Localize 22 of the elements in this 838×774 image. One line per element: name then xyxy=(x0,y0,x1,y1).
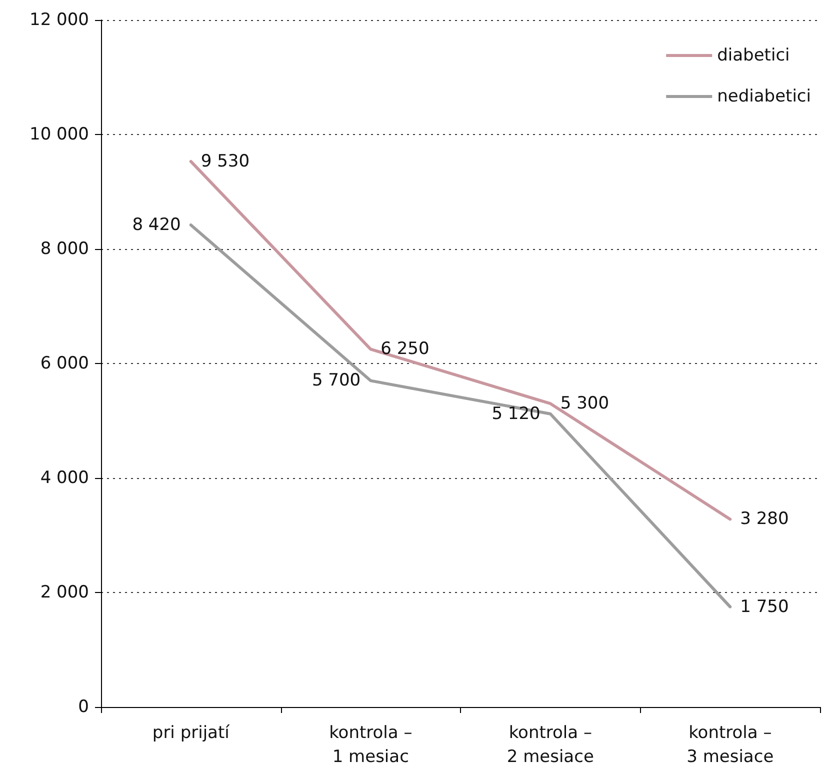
data-label: 3 280 xyxy=(740,509,789,530)
legend-label: diabetici xyxy=(717,46,790,66)
x-tick-label: kontrola – 1 mesiac xyxy=(329,723,412,767)
data-label: 5 120 xyxy=(492,404,540,424)
y-tick-label: 8 000 xyxy=(40,239,89,259)
data-label: 1 750 xyxy=(740,596,789,617)
legend-label: nediabetici xyxy=(717,86,811,106)
y-tick-label: 2 000 xyxy=(40,582,89,602)
x-tick-label: kontrola – 3 mesiace xyxy=(686,723,774,767)
line-series xyxy=(189,223,732,608)
x-tick-label: pri prijatí xyxy=(152,723,231,743)
y-tick-label: 12 000 xyxy=(30,10,89,30)
y-tick-label: 0 xyxy=(78,697,89,717)
y-tick-label: 6 000 xyxy=(40,354,89,374)
y-tick-label: 4 000 xyxy=(40,468,89,488)
x-tick-label: kontrola – 2 mesiace xyxy=(506,723,594,767)
data-label: 8 420 xyxy=(132,214,181,235)
y-tick-label: 10 000 xyxy=(30,124,89,144)
data-label: 6 250 xyxy=(380,339,430,360)
data-label: 5 700 xyxy=(312,370,361,391)
data-label: 5 300 xyxy=(560,394,610,414)
data-label: 9 530 xyxy=(200,151,250,172)
